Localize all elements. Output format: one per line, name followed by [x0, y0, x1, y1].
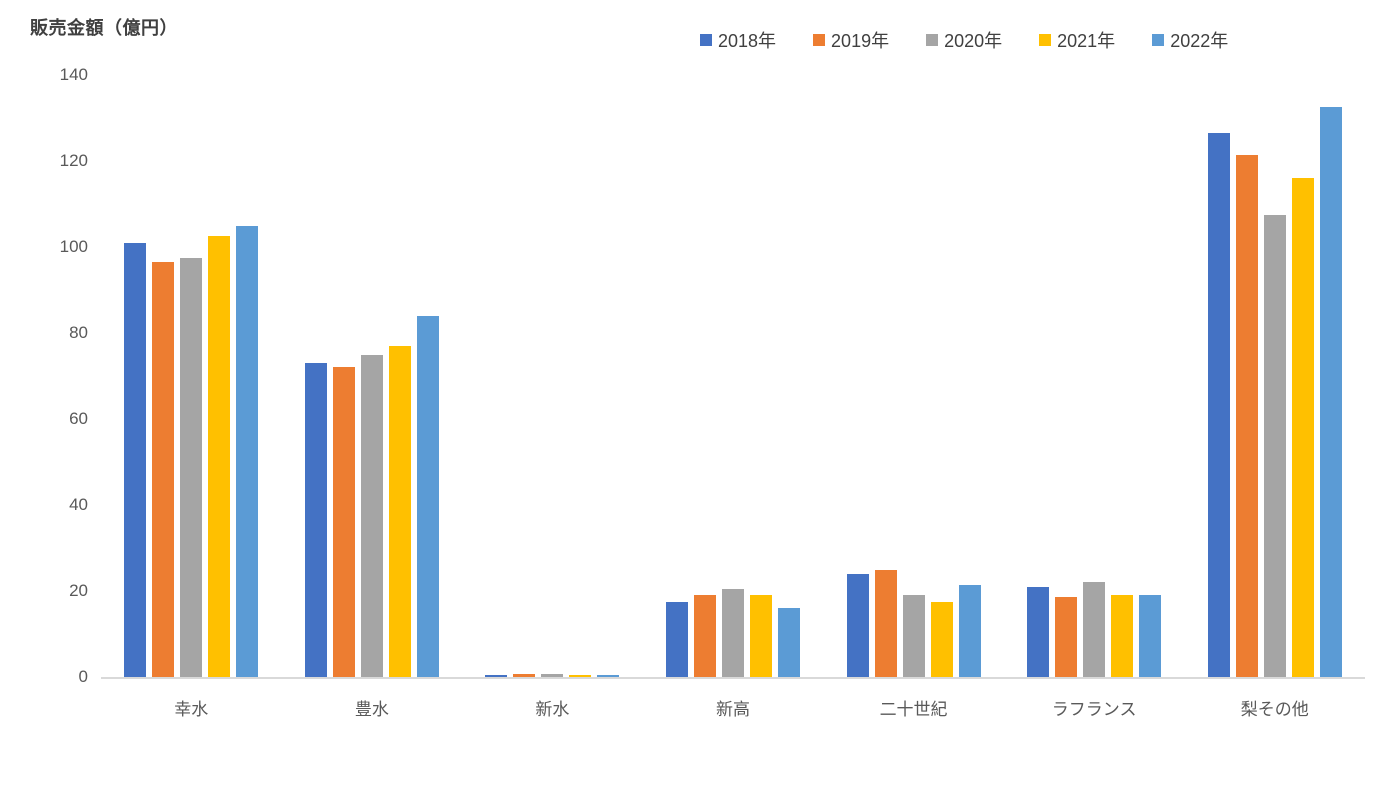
legend-swatch-icon: [926, 34, 939, 46]
bar: [360, 354, 383, 677]
bar-group: [462, 75, 643, 677]
bar: [749, 595, 772, 677]
bar-group: [1004, 75, 1185, 677]
y-tick-label: 60: [69, 409, 88, 428]
x-category-label: 豊水: [354, 700, 389, 719]
y-tick-label: 100: [59, 237, 88, 256]
bar: [1027, 586, 1050, 677]
x-axis-line: [101, 677, 1365, 679]
y-tick-label: 0: [78, 667, 88, 686]
bar: [1235, 154, 1258, 677]
bar: [513, 674, 536, 677]
legend-label: 2022年: [1170, 31, 1229, 51]
bar: [152, 262, 175, 677]
bar: [569, 675, 592, 677]
bar: [388, 345, 411, 677]
bar: [958, 584, 981, 677]
legend: 2018年 2019年 2020年 2021年 2022年: [700, 27, 1228, 53]
bar: [1139, 595, 1162, 677]
legend-swatch-icon: [1039, 34, 1052, 46]
x-category-label: ラフランス: [1051, 700, 1137, 719]
bar: [846, 573, 869, 677]
legend-label: 2020年: [944, 31, 1003, 51]
bar: [485, 674, 508, 677]
y-tick-label: 80: [69, 323, 88, 342]
legend-item: 2018年: [700, 27, 776, 53]
bar: [902, 595, 925, 677]
legend-item: 2019年: [813, 27, 889, 53]
bar-group: [643, 75, 824, 677]
chart-title: 販売金額（億円）: [30, 18, 178, 38]
bar: [180, 257, 203, 677]
legend-swatch-icon: [813, 34, 826, 46]
bar-group: [823, 75, 1004, 677]
bar-group: [1184, 75, 1365, 677]
bar: [416, 315, 439, 677]
y-tick-label: 120: [59, 151, 88, 170]
bar: [541, 674, 564, 677]
legend-swatch-icon: [700, 34, 712, 46]
bar: [1083, 582, 1106, 677]
bar: [304, 363, 327, 677]
bar: [208, 236, 231, 677]
x-category-label: 幸水: [174, 700, 209, 719]
x-category-label: 梨その他: [1240, 700, 1309, 719]
legend-label: 2018年: [718, 31, 777, 51]
bar: [1319, 107, 1342, 677]
plot-area: [101, 75, 1365, 679]
bar: [1111, 595, 1134, 677]
bar: [1207, 133, 1230, 677]
x-category-label: 二十世紀: [879, 700, 948, 719]
y-tick-label: 40: [69, 495, 88, 514]
x-category-label: 新水: [535, 700, 570, 719]
bar: [874, 569, 897, 677]
bar-group: [101, 75, 282, 677]
bar: [124, 242, 147, 677]
bar: [332, 367, 355, 677]
bar: [777, 608, 800, 677]
bar: [236, 225, 259, 677]
legend-item: 2021年: [1039, 27, 1115, 53]
bar: [930, 601, 953, 677]
legend-label: 2019年: [831, 31, 890, 51]
legend-item: 2020年: [926, 27, 1002, 53]
legend-label: 2021年: [1057, 31, 1116, 51]
bar: [665, 601, 688, 677]
legend-item: 2022年: [1152, 27, 1228, 53]
legend-swatch-icon: [1152, 34, 1165, 46]
y-tick-label: 20: [69, 581, 88, 600]
bar: [1055, 597, 1078, 677]
bar: [693, 595, 716, 677]
y-tick-label: 140: [59, 65, 88, 84]
bar: [1291, 178, 1314, 677]
bar: [721, 588, 744, 677]
bar-group: [282, 75, 463, 677]
bar: [1263, 214, 1286, 677]
x-category-label: 新高: [715, 700, 750, 719]
bar: [597, 675, 620, 677]
